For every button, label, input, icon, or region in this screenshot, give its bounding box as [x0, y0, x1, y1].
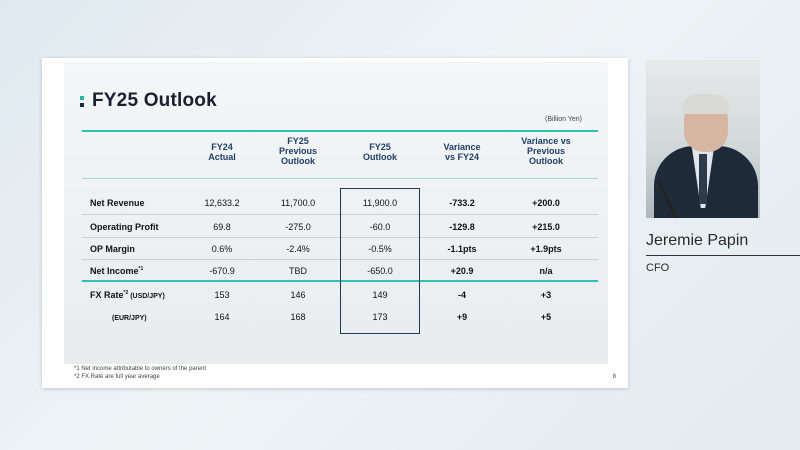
column-header: Variance vs Previous Outlook [521, 136, 571, 166]
table-cell: -4 [457, 290, 466, 300]
page-number: 8 [612, 374, 616, 380]
table-cell: +200.0 [532, 198, 560, 208]
unit-label: (Billion Yen) [545, 116, 582, 123]
table-cell: -650.0 [367, 266, 393, 276]
presenter-role: CFO [646, 262, 670, 274]
column-header: FY25 Outlook [363, 142, 397, 162]
presenter-tie [699, 154, 707, 204]
table-cell: +5 [540, 312, 552, 322]
slide-content: FY25 Outlook (Billion Yen) FY24 Actual FY2… [64, 62, 608, 364]
column-header: FY24 Actual [208, 142, 236, 162]
fy25-outlook-highlight-box [340, 188, 420, 334]
table-cell: 164 [214, 312, 230, 322]
table-cell: 12,633.2 [204, 198, 240, 208]
table-cell: -2.4% [286, 244, 310, 254]
table-cell: +1.9pts [530, 244, 562, 254]
name-underline [646, 255, 800, 256]
column-header: FY25 Previous Outlook [278, 136, 318, 166]
row-label: (EUR/JPY) [112, 315, 147, 322]
row-label: Operating Profit [90, 222, 159, 232]
table-cell: +9 [456, 312, 468, 322]
table-cell: 0.6% [211, 244, 233, 254]
footnote: *2 FX Rate are full year average [74, 374, 160, 380]
table-cell: 69.8 [213, 222, 231, 232]
title-accent-icon [80, 95, 84, 107]
presentation-slide: FY25 Outlook (Billion Yen) FY24 Actual FY2… [42, 58, 628, 388]
row-label: OP Margin [90, 244, 135, 254]
table-cell: -1.1pts [447, 244, 477, 254]
footnotes: *1 Net income attributable to owners of … [74, 365, 206, 381]
slide-title-area: FY25 Outlook [80, 90, 217, 112]
column-header: Variance vs FY24 [443, 142, 481, 162]
table-cell: 146 [290, 290, 306, 300]
row-label: Net Income*1 [90, 266, 144, 276]
table-cell: -0.5% [368, 244, 392, 254]
presenter-hair [682, 94, 730, 114]
presenter-video [646, 60, 760, 218]
table-cell: -129.8 [449, 222, 475, 232]
table-cell: +20.9 [450, 266, 474, 276]
table-cell: 11,900.0 [362, 198, 398, 208]
table-cell: +215.0 [532, 222, 560, 232]
table-cell: 149 [372, 290, 388, 300]
table-cell: -60.0 [369, 222, 391, 232]
footnote: *1 Net income attributable to owners of … [74, 366, 207, 372]
table-cell: 168 [290, 312, 306, 322]
table-cell: -733.2 [449, 198, 475, 208]
header-separator [82, 178, 598, 179]
table-cell: +3 [540, 290, 552, 300]
table-cell: n/a [539, 266, 553, 276]
table-cell: -670.9 [209, 266, 235, 276]
table-top-rule [82, 130, 598, 132]
table-cell: -275.0 [285, 222, 311, 232]
table-cell: 173 [372, 312, 388, 322]
row-label: Net Revenue [90, 198, 145, 208]
table-cell: 11,700.0 [280, 198, 316, 208]
table-cell: TBD [289, 266, 307, 276]
presenter-name: Jeremie Papin [646, 232, 749, 249]
table-cell: 153 [214, 290, 230, 300]
slide-title: FY25 Outlook [92, 90, 217, 111]
row-label: FX Rate*2 (USD/JPY) [90, 290, 165, 300]
